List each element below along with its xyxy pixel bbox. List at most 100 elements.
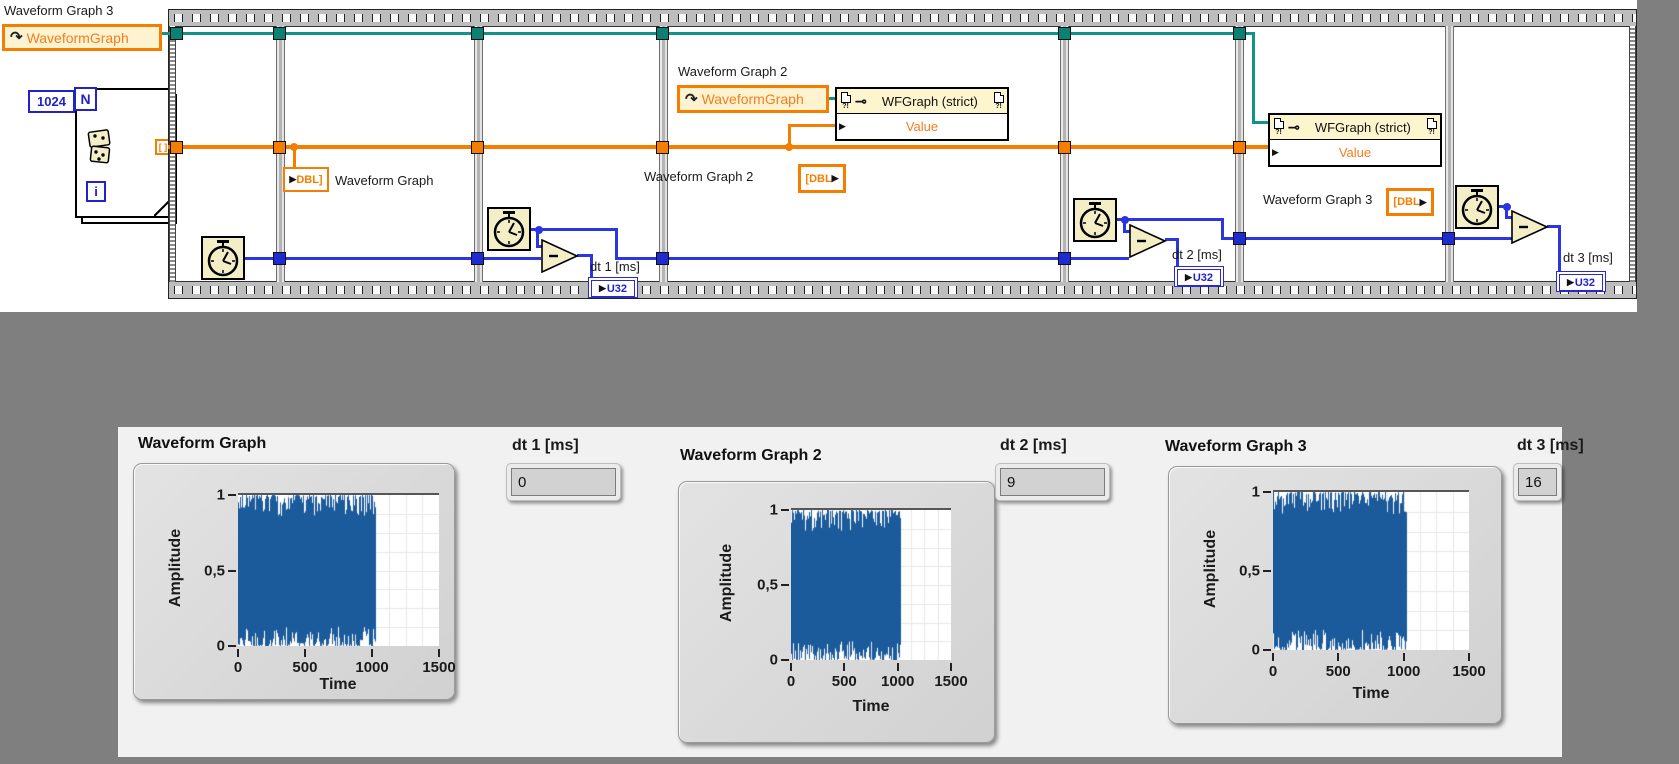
reference-wire[interactable] <box>1252 32 1255 124</box>
tick-count-wire[interactable] <box>615 257 1129 260</box>
reference-wire[interactable] <box>829 97 837 100</box>
tick-count-wire[interactable] <box>1176 238 1179 268</box>
tunnel-orange[interactable] <box>170 141 183 154</box>
tick-count-wire[interactable] <box>1123 230 1131 233</box>
tick-count-wire[interactable] <box>1123 221 1126 232</box>
dt3-value: 16 <box>1518 468 1557 496</box>
dt3-indicator[interactable]: 16 <box>1513 463 1562 501</box>
dt2-u32-terminal[interactable]: ▶ U32 <box>1174 266 1224 287</box>
tick-count-wire[interactable] <box>1127 218 1224 221</box>
tunnel-teal[interactable] <box>1058 27 1071 40</box>
reference-arrow-icon: ↷ <box>10 29 23 46</box>
plot-area[interactable]: 1 0,5 0 0 500 1000 1500 <box>1239 484 1486 681</box>
wire-junction <box>535 226 543 234</box>
waveform-plot-canvas <box>791 510 951 660</box>
frame-boundary-4 <box>1060 26 1069 282</box>
y-axis-label: Amplitude <box>1202 529 1219 609</box>
tunnel-teal[interactable] <box>273 27 286 40</box>
waveform-data-wire[interactable] <box>168 145 1268 149</box>
tunnel-blue[interactable] <box>1058 252 1071 265</box>
loop-count-terminal[interactable]: N <box>74 87 97 111</box>
subtract-icon[interactable] <box>541 239 579 273</box>
tick-count-wire[interactable] <box>1499 205 1505 208</box>
reference-wire[interactable] <box>162 32 1255 35</box>
filmstrip-top-border <box>169 10 1636 27</box>
dt1-indicator[interactable]: 0 <box>506 463 621 501</box>
count-constant[interactable]: 1024 <box>28 90 75 113</box>
waveform-data-wire[interactable] <box>293 148 296 168</box>
property-node-row[interactable]: ▶ Value <box>839 119 939 134</box>
tick-count-clock-icon[interactable] <box>1073 198 1117 242</box>
waveform-graph-2-reference-constant[interactable]: ↷ WaveformGraph <box>677 85 829 113</box>
tick-count-wire[interactable] <box>590 254 593 280</box>
tick-count-clock-icon[interactable] <box>201 236 245 280</box>
tick-count-wire[interactable] <box>1221 237 1513 240</box>
flat-sequence-structure[interactable] <box>168 9 1637 299</box>
tick-count-wire[interactable] <box>531 228 537 231</box>
x-tick: 500 <box>1325 663 1351 680</box>
plug-icon: ⊸ <box>855 93 867 109</box>
tunnel-teal[interactable] <box>170 27 183 40</box>
tick-count-wire[interactable] <box>1221 218 1224 240</box>
tick-count-wire[interactable] <box>1117 218 1123 221</box>
waveform-graph-1[interactable]: Amplitude 1 0,5 0 0 500 1000 1500 Time <box>133 463 456 700</box>
dt2-indicator[interactable]: 9 <box>995 463 1110 501</box>
tick-count-wire[interactable] <box>1547 225 1561 228</box>
terminal-label: Waveform Graph 2 <box>644 169 754 184</box>
tick-count-wire[interactable] <box>536 245 544 248</box>
block-diagram: Waveform Graph 3 ↷ WaveformGraph 1024 N … <box>0 0 1637 312</box>
waveform-data-wire[interactable] <box>788 124 836 127</box>
waveform-graph-2[interactable]: Amplitude 1 0,5 0 0 500 1000 1500 Time <box>678 481 995 743</box>
waveform-graph-terminal[interactable]: ▶ DBL] <box>283 167 329 192</box>
tunnel-orange[interactable] <box>273 141 286 154</box>
waveform-graph-3-reference-terminal[interactable]: ↷ WaveformGraph <box>2 24 162 51</box>
x-tick: 1500 <box>1452 663 1486 680</box>
property-node-wfgraph-2[interactable]: ?! ⊸ WFGraph (strict) ?! ▶ Value <box>1268 113 1442 167</box>
tunnel-orange[interactable] <box>1233 141 1246 154</box>
subtract-icon[interactable] <box>1511 210 1549 244</box>
tunnel-orange[interactable] <box>471 141 484 154</box>
tick-count-wire[interactable] <box>577 254 593 257</box>
class-page-icon: ?! <box>840 92 851 110</box>
tunnel-blue[interactable] <box>1442 232 1455 245</box>
x-tick: 1000 <box>881 673 915 690</box>
waveform-graph-3-terminal[interactable]: [DBL ▶ <box>1386 188 1434 216</box>
tunnel-teal[interactable] <box>656 27 669 40</box>
plot-area[interactable]: 1 0,5 0 0 500 1000 1500 <box>204 487 456 677</box>
random-number-dice-icon[interactable] <box>82 128 118 168</box>
tunnel-blue[interactable] <box>656 252 669 265</box>
tick-count-wire[interactable] <box>541 228 618 231</box>
tick-count-wire[interactable] <box>536 231 539 247</box>
tick-count-clock-icon[interactable] <box>487 207 531 251</box>
waveform-data-wire[interactable] <box>788 124 791 148</box>
tunnel-teal[interactable] <box>1233 27 1246 40</box>
tunnel-blue[interactable] <box>471 252 484 265</box>
tick-count-wire[interactable] <box>1165 238 1179 241</box>
reference-wire[interactable] <box>1252 121 1271 124</box>
x-tick: 0 <box>1268 663 1278 680</box>
waveform-graph-2-terminal[interactable]: [DBL ▶ <box>798 164 846 193</box>
tick-count-wire[interactable] <box>1558 225 1561 275</box>
tunnel-blue[interactable] <box>1233 232 1246 245</box>
graph-title: Waveform Graph <box>138 435 267 452</box>
subtract-icon[interactable] <box>1129 224 1167 258</box>
waveform-graph-3[interactable]: Amplitude 1 0,5 0 0 500 1000 1500 Time <box>1168 466 1502 724</box>
tunnel-orange[interactable] <box>656 141 669 154</box>
loop-iteration-terminal[interactable]: i <box>86 181 106 202</box>
tick-count-wire[interactable] <box>245 257 541 260</box>
property-node-row[interactable]: ▶ Value <box>1272 145 1372 160</box>
tunnel-teal[interactable] <box>471 27 484 40</box>
tick-count-wire[interactable] <box>1505 216 1513 219</box>
plot-area[interactable]: 1 0,5 0 0 500 1000 1500 <box>757 502 968 691</box>
y-tick: 0,5 <box>1239 562 1260 580</box>
tick-count-clock-icon[interactable] <box>1455 185 1499 229</box>
property-node-header: ?! ⊸ WFGraph (strict) ?! <box>837 89 1007 114</box>
dt1-u32-terminal[interactable]: ▶ U32 <box>588 277 638 298</box>
tick-count-wire[interactable] <box>615 228 618 260</box>
dt3-u32-terminal[interactable]: ▶ U32 <box>1556 271 1606 292</box>
property-node-wfgraph-1[interactable]: ?! ⊸ WFGraph (strict) ?! ▶ Value <box>835 87 1009 141</box>
tunnel-orange[interactable] <box>1058 141 1071 154</box>
tunnel-blue[interactable] <box>273 252 286 265</box>
tick-count-wire[interactable] <box>1505 208 1508 218</box>
